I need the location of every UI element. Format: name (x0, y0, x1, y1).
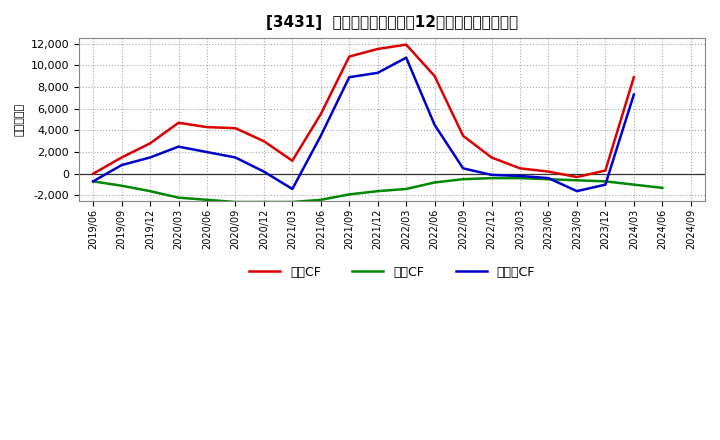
フリーCF (117, 162, 126, 168)
フリーCF (487, 172, 496, 177)
営業CF (174, 120, 183, 125)
営業CF (117, 155, 126, 160)
Title: [3431]  キャッシュフローの12か月移動合計の推移: [3431] キャッシュフローの12か月移動合計の推移 (266, 15, 518, 30)
営業CF (431, 73, 439, 79)
フリーCF (601, 182, 610, 187)
フリーCF (516, 173, 524, 179)
営業CF (231, 125, 240, 131)
Line: 投資CF: 投資CF (93, 178, 662, 202)
フリーCF (345, 74, 354, 80)
営業CF (601, 168, 610, 173)
投資CF (288, 199, 297, 205)
フリーCF (260, 169, 269, 174)
投資CF (516, 176, 524, 181)
営業CF (145, 141, 154, 146)
投資CF (145, 188, 154, 194)
Line: 営業CF: 営業CF (93, 44, 634, 177)
フリーCF (89, 179, 97, 184)
営業CF (202, 125, 211, 130)
営業CF (260, 139, 269, 144)
フリーCF (544, 176, 553, 181)
営業CF (402, 42, 410, 47)
投資CF (601, 179, 610, 184)
投資CF (317, 197, 325, 202)
営業CF (288, 158, 297, 163)
Legend: 営業CF, 投資CF, フリーCF: 営業CF, 投資CF, フリーCF (244, 261, 540, 284)
投資CF (374, 188, 382, 194)
営業CF (516, 166, 524, 171)
フリーCF (374, 70, 382, 76)
投資CF (402, 186, 410, 191)
投資CF (117, 183, 126, 188)
投資CF (544, 176, 553, 182)
投資CF (202, 197, 211, 202)
投資CF (231, 199, 240, 205)
フリーCF (202, 150, 211, 155)
投資CF (629, 182, 638, 187)
フリーCF (145, 155, 154, 160)
投資CF (658, 185, 667, 191)
投資CF (431, 180, 439, 185)
営業CF (317, 111, 325, 117)
営業CF (572, 174, 581, 180)
営業CF (544, 169, 553, 174)
投資CF (345, 192, 354, 197)
フリーCF (431, 122, 439, 128)
投資CF (260, 199, 269, 205)
フリーCF (317, 133, 325, 139)
フリーCF (402, 55, 410, 60)
フリーCF (288, 186, 297, 191)
営業CF (345, 54, 354, 59)
フリーCF (231, 155, 240, 160)
フリーCF (629, 92, 638, 97)
投資CF (459, 176, 467, 182)
営業CF (629, 74, 638, 80)
営業CF (374, 46, 382, 51)
投資CF (487, 176, 496, 181)
営業CF (487, 155, 496, 160)
営業CF (89, 171, 97, 176)
投資CF (572, 178, 581, 183)
投資CF (89, 179, 97, 184)
Line: フリーCF: フリーCF (93, 58, 634, 191)
投資CF (174, 195, 183, 200)
Y-axis label: （百万円）: （百万円） (15, 103, 25, 136)
営業CF (459, 133, 467, 139)
フリーCF (459, 166, 467, 171)
フリーCF (572, 188, 581, 194)
フリーCF (174, 144, 183, 149)
